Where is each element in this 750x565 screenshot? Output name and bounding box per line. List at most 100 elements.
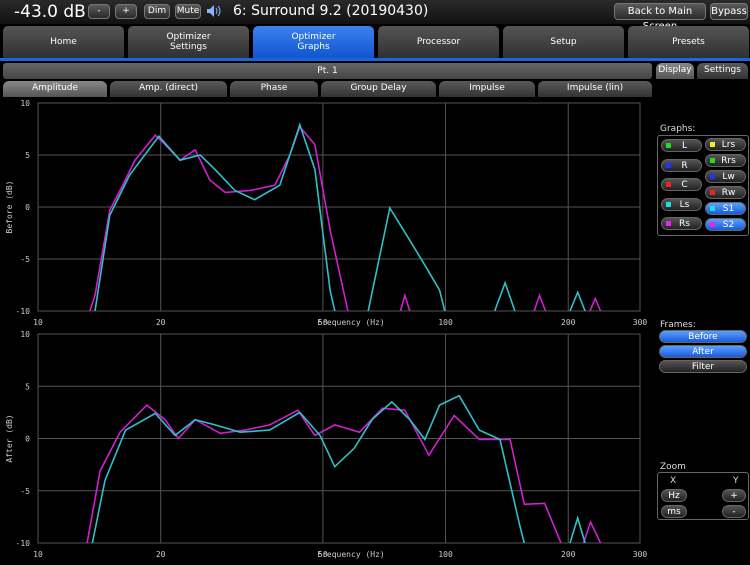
- preset-name: 6: Surround 9.2 (20190430): [233, 3, 429, 19]
- tab-active[interactable]: Optimizer Graphs: [253, 26, 374, 58]
- x-tick-label: 300: [633, 550, 648, 559]
- side-tab[interactable]: Display: [656, 63, 694, 79]
- x-tick-label: 100: [438, 550, 453, 559]
- x-tick-label: 10: [33, 550, 43, 559]
- channel-button[interactable]: Ls: [661, 197, 702, 211]
- x-tick-label: 20: [156, 318, 166, 327]
- sub-tab[interactable]: Impulse (lin): [538, 81, 652, 97]
- y-axis-label: Before (dB): [5, 181, 14, 234]
- channel-button[interactable]: Lw: [705, 170, 746, 183]
- channel-swatch: [710, 174, 715, 179]
- channel-label: Ls: [679, 199, 690, 210]
- tab[interactable]: Home: [3, 26, 124, 58]
- back-button[interactable]: Back to Main Screen: [614, 3, 706, 32]
- channel-label: C: [681, 180, 688, 190]
- graphs-panel: L R C Ls Rs Lrs Rrs Lw Rw S1 S2: [657, 135, 749, 236]
- channel-swatch: [666, 143, 671, 148]
- tab-label: Processor: [416, 37, 461, 47]
- sub-tab[interactable]: Amplitude: [3, 81, 107, 97]
- tab[interactable]: Setup: [503, 26, 624, 58]
- zoom-x-label: X: [670, 476, 677, 486]
- tab[interactable]: Processor: [378, 26, 499, 58]
- zoom-y-label: Y: [733, 476, 739, 486]
- channel-button[interactable]: Rs: [661, 217, 702, 230]
- frame-button[interactable]: Before: [659, 330, 747, 343]
- x-axis-label: Frequency (Hz): [317, 318, 384, 327]
- x-axis-label: Frequency (Hz): [317, 550, 384, 559]
- channel-label: Lrs: [721, 140, 736, 150]
- zoom-button[interactable]: ms: [661, 505, 687, 518]
- sub-tab[interactable]: Group Delay: [321, 81, 436, 97]
- dim-button[interactable]: Dim: [144, 4, 170, 19]
- y-tick-label: 10: [20, 99, 30, 108]
- channel-label: Rw: [721, 188, 736, 198]
- channel-swatch: [710, 206, 715, 211]
- y-tick-label: -10: [16, 539, 31, 548]
- y-tick-label: -5: [20, 487, 30, 496]
- channel-swatch: [666, 201, 671, 207]
- channel-swatch: [710, 222, 715, 227]
- channel-swatch: [710, 142, 715, 147]
- frames-panel: Before After Filter: [657, 330, 749, 375]
- graphs-title: Graphs:: [660, 124, 696, 134]
- channel-swatch: [710, 158, 715, 163]
- volume-up[interactable]: +: [115, 4, 137, 19]
- channel-swatch: [666, 162, 671, 168]
- channel-button[interactable]: S1: [705, 202, 746, 215]
- sub-tab[interactable]: Impulse: [439, 81, 535, 97]
- y-tick-label: 0: [25, 435, 30, 444]
- tab-label: Settings: [170, 42, 207, 52]
- zoom-button[interactable]: +: [722, 489, 746, 502]
- channel-button[interactable]: Rw: [705, 186, 746, 199]
- channel-swatch: [666, 182, 671, 187]
- y-tick-label: 5: [25, 151, 30, 160]
- response-line: [94, 122, 586, 311]
- x-tick-label: 300: [633, 318, 648, 327]
- y-tick-label: -5: [20, 255, 30, 264]
- x-tick-label: 200: [561, 318, 576, 327]
- zoom-title: Zoom: [660, 462, 686, 472]
- channel-button[interactable]: C: [661, 178, 702, 191]
- channel-swatch: [710, 190, 715, 195]
- channel-label: Lw: [722, 172, 735, 182]
- tab[interactable]: Presets: [628, 26, 749, 58]
- zoom-button[interactable]: -: [722, 505, 746, 518]
- tab[interactable]: Optimizer Settings: [128, 26, 249, 58]
- tab-label: Home: [50, 37, 77, 47]
- channel-label: Rs: [679, 219, 690, 229]
- tab-underline: [0, 58, 750, 61]
- channel-label: S1: [722, 204, 735, 214]
- channel-button[interactable]: Lrs: [705, 138, 746, 151]
- x-tick-label: 50: [318, 318, 328, 327]
- channel-button[interactable]: R: [661, 158, 702, 172]
- channel-button[interactable]: Rrs: [705, 154, 746, 167]
- y-tick-label: -10: [16, 307, 31, 316]
- x-tick-label: 50: [318, 550, 328, 559]
- y-tick-label: 5: [25, 382, 30, 391]
- point-bar: Pt. 1: [3, 63, 652, 79]
- channel-button[interactable]: L: [661, 139, 702, 152]
- response-line: [89, 125, 602, 311]
- channel-swatch: [666, 221, 671, 226]
- response-line: [86, 404, 602, 543]
- volume: -43.0 dB: [14, 2, 86, 22]
- tab-label: Setup: [550, 37, 577, 47]
- bypass-button[interactable]: Bypass: [710, 3, 748, 20]
- y-tick-label: 10: [20, 330, 30, 339]
- tab-label: Graphs: [297, 42, 330, 52]
- sub-tab[interactable]: Amp. (direct): [110, 81, 227, 97]
- frames-title: Frames:: [660, 320, 696, 330]
- tab-label: Optimizer: [166, 32, 211, 42]
- sub-tab[interactable]: Phase: [230, 81, 318, 97]
- frame-button[interactable]: Filter: [659, 360, 747, 373]
- x-tick-label: 10: [33, 318, 43, 327]
- channel-button[interactable]: S2: [705, 218, 746, 231]
- mute-button[interactable]: Mute: [175, 4, 201, 19]
- y-tick-label: 0: [25, 203, 30, 212]
- volume-down[interactable]: -: [88, 4, 110, 19]
- frame-button[interactable]: After: [659, 345, 747, 358]
- zoom-button[interactable]: Hz: [661, 489, 687, 502]
- side-tab[interactable]: Settings: [697, 63, 748, 79]
